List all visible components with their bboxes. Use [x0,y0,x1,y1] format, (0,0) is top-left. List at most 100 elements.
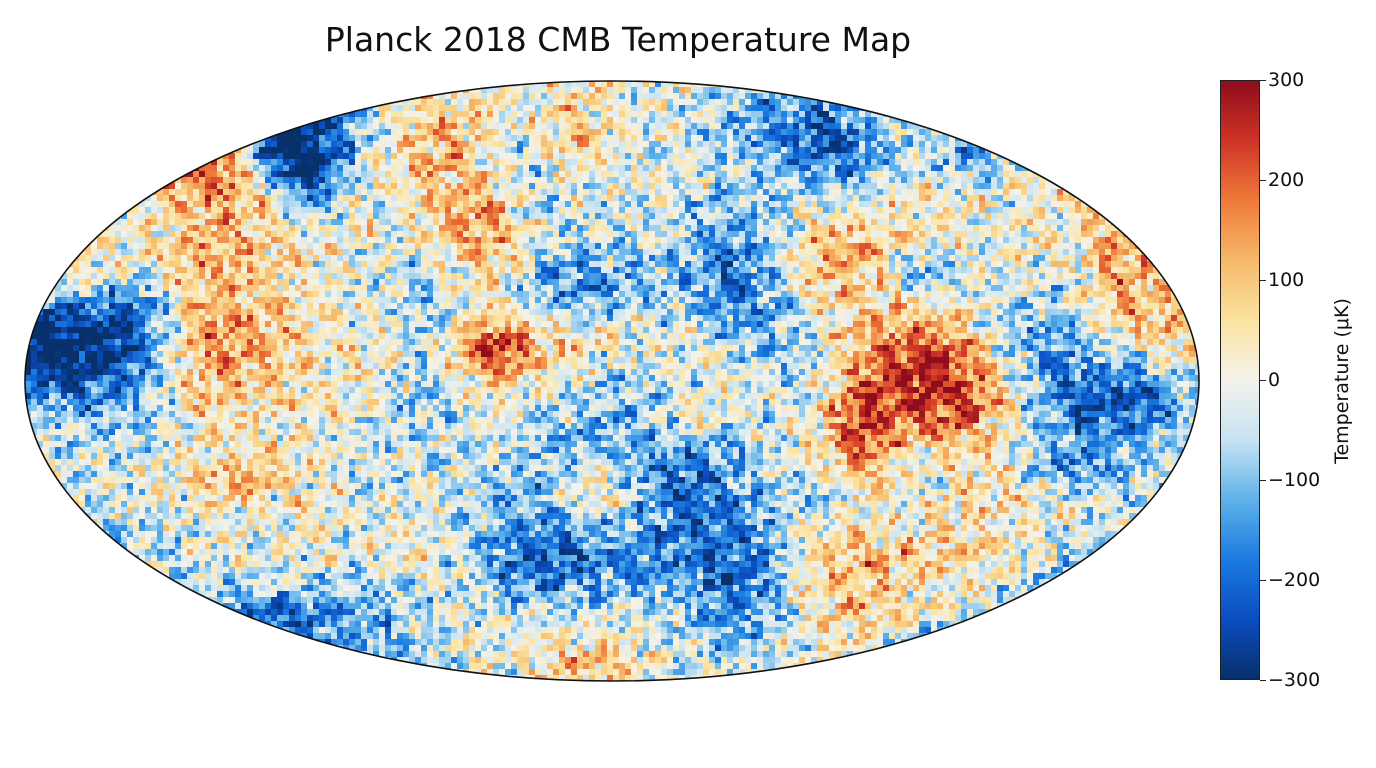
map-cell [289,249,296,256]
map-cell [649,135,656,142]
map-cell [667,279,674,286]
map-cell [403,177,410,184]
map-cell [355,285,362,292]
map-cell [883,183,890,190]
map-cell [829,117,836,124]
map-cell [457,267,464,274]
map-cell [433,99,440,106]
map-cell [433,135,440,142]
map-cell [1111,231,1118,238]
map-cell [859,231,866,238]
map-cell [1051,213,1058,220]
map-cell [301,147,308,154]
map-cell [427,129,434,136]
map-cell [967,165,974,172]
map-cell [493,225,500,232]
map-cell [271,213,278,220]
map-cell [307,147,314,154]
map-cell [907,261,914,268]
map-cell [643,261,650,268]
map-cell [583,99,590,106]
map-cell [727,147,734,154]
map-cell [475,141,482,148]
map-cell [247,237,254,244]
map-cell [739,279,746,286]
map-cell [691,171,698,178]
map-cell [733,243,740,250]
map-cell [223,165,230,172]
map-cell [787,195,794,202]
map-cell [505,225,512,232]
map-cell [817,147,824,154]
map-cell [757,225,764,232]
map-cell [319,273,326,280]
map-cell [301,129,308,136]
map-cell [787,249,794,256]
map-cell [769,219,776,226]
map-cell [757,231,764,238]
map-cell [421,111,428,118]
map-cell [577,219,584,226]
map-cell [1003,243,1010,250]
map-cell [823,213,830,220]
map-cell [571,231,578,238]
map-cell [439,201,446,208]
map-cell [271,147,278,154]
map-cell [445,279,452,286]
map-cell [619,273,626,280]
map-cell [337,165,344,172]
map-cell [703,231,710,238]
map-cell [505,231,512,238]
map-cell [661,99,668,106]
map-cell [841,135,848,142]
map-cell [637,267,644,274]
map-cell [397,261,404,268]
map-cell [733,99,740,106]
map-cell [373,213,380,220]
map-cell [541,93,548,100]
map-cell [703,279,710,286]
map-cell [511,87,518,94]
map-cell [679,183,686,190]
map-cell [451,249,458,256]
map-cell [289,261,296,268]
map-cell [973,171,980,178]
map-cell [913,255,920,262]
map-cell [211,237,218,244]
map-cell [391,117,398,124]
map-cell [625,81,632,88]
map-cell [277,201,284,208]
map-cell [637,249,644,256]
map-cell [745,159,752,166]
map-cell [289,183,296,190]
map-cell [415,141,422,148]
map-cell [937,141,944,148]
map-cell [289,279,296,286]
map-cell [187,291,194,298]
map-cell [349,159,356,166]
map-cell [841,273,848,280]
map-cell [733,267,740,274]
map-cell [877,183,884,190]
map-cell [349,279,356,286]
map-cell [775,165,782,172]
map-cell [283,261,290,268]
map-cell [1045,285,1052,292]
map-cell [697,237,704,244]
map-cell [541,249,548,256]
map-cell [643,279,650,286]
map-cell [823,279,830,286]
map-cell [217,249,224,256]
map-cell [751,213,758,220]
map-cell [481,231,488,238]
map-cell [205,273,212,280]
map-cell [841,237,848,244]
map-cell [637,279,644,286]
map-cell [469,99,476,106]
map-cell [679,255,686,262]
map-cell [445,267,452,274]
map-cell [427,279,434,286]
map-cell [943,147,950,154]
map-cell [979,249,986,256]
map-cell [745,279,752,286]
